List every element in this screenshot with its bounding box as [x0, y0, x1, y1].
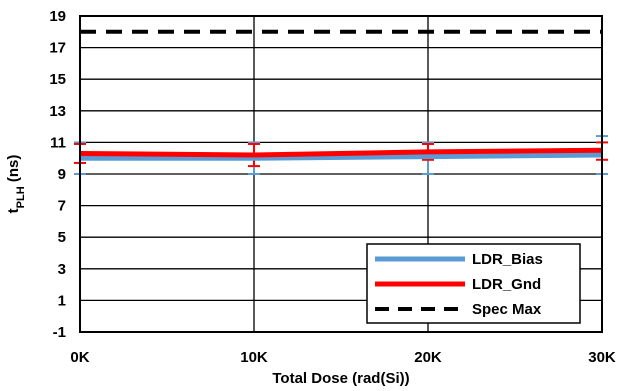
y-tick-label: 1	[58, 292, 66, 309]
y-axis-title-unit: (ns)	[5, 155, 22, 187]
legend-label-ldr-bias: LDR_Bias	[472, 251, 543, 268]
y-tick-label: -1	[53, 324, 66, 341]
x-tick-label: 0K	[70, 349, 89, 366]
legend-label-spec-max: Spec Max	[472, 301, 542, 318]
y-axis-title: tPLH (ns)	[5, 155, 27, 214]
legend-label-ldr-gnd: LDR_Gnd	[472, 276, 541, 293]
y-tick-label: 19	[49, 8, 66, 25]
legend: LDR_Bias LDR_Gnd Spec Max	[366, 243, 581, 324]
y-axis-title-sub: PLH	[15, 186, 27, 208]
y-tick-label: 5	[58, 229, 66, 246]
y-axis-title-main: t	[5, 208, 22, 213]
x-tick-label: 10K	[240, 349, 268, 366]
ldr-bias-line	[80, 152, 603, 161]
y-tick-label: 13	[49, 103, 66, 120]
y-tick-label: 9	[58, 166, 66, 183]
series-layer	[74, 29, 608, 175]
y-tick-label: 7	[58, 198, 66, 215]
x-tick-label: 20K	[414, 349, 442, 366]
x-tick-label: 30K	[588, 349, 616, 366]
y-tick-label: 11	[50, 134, 66, 151]
plot-area-frame	[79, 15, 603, 333]
ldr-gnd-line	[79, 147, 603, 158]
x-tick-labels: 0K 10K 20K 30K	[70, 349, 616, 366]
y-tick-label: 3	[58, 261, 66, 278]
x-axis-title: Total Dose (rad(Si))	[272, 370, 409, 387]
y-tick-label: 15	[49, 71, 66, 88]
y-tick-label: 17	[49, 40, 66, 57]
